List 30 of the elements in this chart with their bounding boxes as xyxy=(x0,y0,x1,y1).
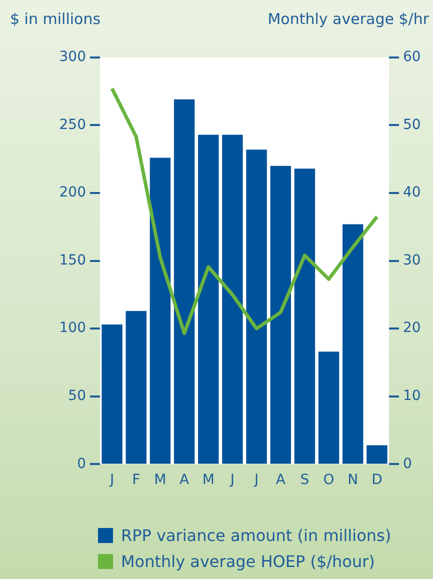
x-tick-label: F xyxy=(132,472,140,488)
x-tick-label: J xyxy=(253,472,259,488)
x-tick-label: O xyxy=(323,472,334,488)
y-tick-label: 150 xyxy=(59,252,86,268)
y2-tick-label: 40 xyxy=(403,184,421,201)
y-axis-title: $ in millions xyxy=(10,10,101,28)
y-tick-label: 250 xyxy=(59,116,86,133)
y2-axis-title: Monthly average $/hr xyxy=(268,10,429,28)
x-tick-label: J xyxy=(229,472,235,488)
y2-tick-label: 10 xyxy=(403,388,421,404)
y2-tick-label: 20 xyxy=(403,320,421,336)
x-tick-label: S xyxy=(300,472,310,488)
legend-label: Monthly average HOEP ($/hour) xyxy=(121,552,375,570)
x-tick-label: N xyxy=(348,472,358,488)
y2-tick-label: 60 xyxy=(403,49,421,66)
y2-tick-label: 30 xyxy=(403,252,421,268)
x-tick-label: D xyxy=(372,472,382,488)
x-tick-label: J xyxy=(108,472,114,488)
y2-tick-label: 50 xyxy=(403,116,421,133)
y-tick-label: 200 xyxy=(59,184,86,201)
legend-label: RPP variance amount (in millions) xyxy=(121,526,392,544)
x-tick-label: A xyxy=(276,472,286,488)
y-tick-label: 300 xyxy=(59,49,86,66)
y-tick-label: 100 xyxy=(59,320,86,336)
y2-tick-label: 0 xyxy=(403,456,412,472)
y-tick-label: 0 xyxy=(77,456,86,472)
x-tick-label: M xyxy=(154,472,166,488)
x-tick-label: M xyxy=(202,472,214,488)
x-tick-label: A xyxy=(180,472,190,488)
y-tick-label: 50 xyxy=(68,388,86,404)
